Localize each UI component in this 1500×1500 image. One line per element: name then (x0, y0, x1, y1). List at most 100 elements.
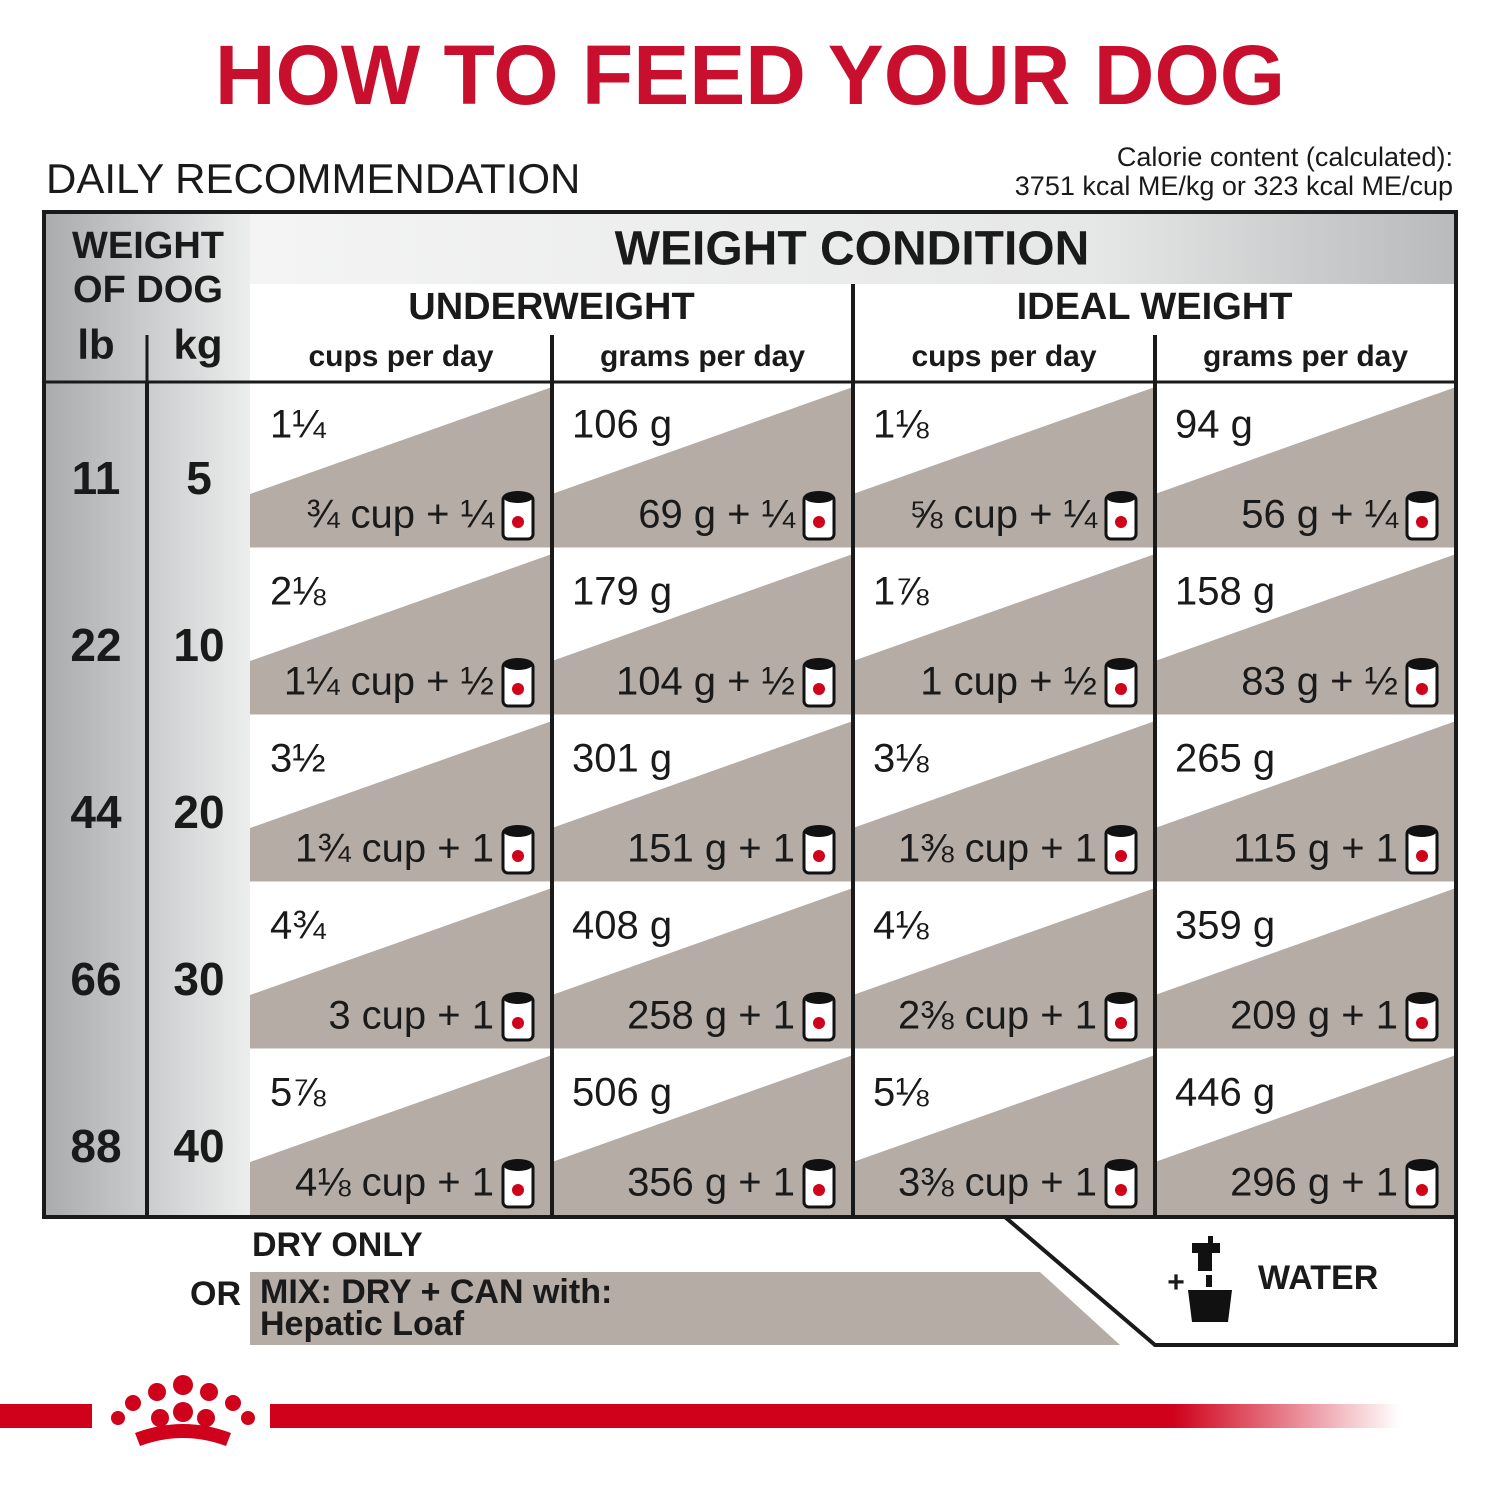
can-icon (802, 1159, 836, 1209)
can-lid (1106, 992, 1136, 1004)
can-icon (501, 658, 535, 708)
can-icon (501, 992, 535, 1042)
dry-amount: 301 g (572, 737, 672, 781)
mix-amount: 209 g + 1 (1230, 994, 1398, 1038)
kg-value: 20 (173, 786, 224, 838)
can-logo (512, 683, 524, 695)
can-logo (813, 1017, 825, 1029)
mix-amount: ⅝ cup + ¼ (909, 493, 1098, 537)
dry-amount: 94 g (1175, 403, 1253, 447)
group-header: UNDERWEIGHT (408, 286, 694, 328)
can-lid (503, 992, 533, 1004)
can-icon (802, 992, 836, 1042)
cell-shade (853, 387, 1155, 549)
can-logo (1115, 850, 1127, 862)
cell-shade (853, 888, 1155, 1050)
lb-value: 11 (72, 452, 121, 504)
dry-amount: 5⅞ (270, 1071, 326, 1115)
dry-amount: 1⅞ (873, 570, 929, 614)
can-lid (804, 491, 834, 503)
can-icon (802, 491, 836, 541)
or-label: OR (190, 1275, 241, 1313)
cell-shade (552, 888, 853, 1050)
can-lid (1407, 992, 1437, 1004)
mix-amount: ¾ cup + ¼ (306, 493, 495, 537)
cell-shade (853, 721, 1155, 883)
dry-amount: 4¾ (270, 904, 326, 948)
dry-amount: 179 g (572, 570, 672, 614)
table-border (42, 210, 1458, 1219)
brand-line (270, 1404, 1400, 1428)
kg-value: 30 (173, 953, 224, 1005)
dry-amount: 106 g (572, 403, 672, 447)
can-lid (804, 825, 834, 837)
cell-shade (552, 554, 853, 716)
column-header: grams per day (600, 340, 805, 373)
lb-value: 88 (70, 1120, 121, 1172)
can-logo (1416, 1184, 1428, 1196)
subtitle: DAILY RECOMMENDATION (46, 155, 580, 202)
title: HOW TO FEED YOUR DOG (215, 28, 1285, 122)
brand-line (0, 1404, 92, 1428)
can-icon (1405, 491, 1439, 541)
kg-value: 40 (173, 1120, 224, 1172)
weight-header: OF DOG (73, 269, 223, 311)
water-box (999, 1215, 1458, 1347)
product-name: Hepatic Loaf (260, 1305, 465, 1343)
lb-value: 22 (70, 619, 121, 671)
can-lid (1407, 658, 1437, 670)
plus: + (1167, 1266, 1185, 1299)
cell-shade (250, 1055, 552, 1217)
dry-only: DRY ONLY (252, 1226, 423, 1264)
can-logo (1115, 1017, 1127, 1029)
can-lid (1407, 491, 1437, 503)
cell-shade (1155, 387, 1456, 549)
mix-amount: 2⅜ cup + 1 (898, 994, 1097, 1038)
can-icon (501, 1159, 535, 1209)
can-logo (512, 850, 524, 862)
mix-amount: 83 g + ½ (1241, 660, 1398, 704)
cell-shade (552, 387, 853, 549)
dry-amount: 5⅛ (873, 1071, 929, 1115)
cell-shade (552, 1055, 853, 1217)
cell-shade (250, 387, 552, 549)
mix-amount: 56 g + ¼ (1241, 493, 1398, 537)
cell-shade (853, 1055, 1155, 1217)
mix-amount: 1¼ cup + ½ (284, 660, 494, 704)
cell-shade (250, 554, 552, 716)
mix-band (250, 1272, 1120, 1345)
mix-amount: 3⅜ cup + 1 (898, 1161, 1097, 1205)
can-icon (1104, 658, 1138, 708)
can-logo (1115, 683, 1127, 695)
calorie-line: 3751 kcal ME/kg or 323 kcal ME/cup (1015, 171, 1453, 201)
column-header: grams per day (1203, 340, 1408, 373)
column-header: cups per day (911, 340, 1096, 373)
mix-amount: 151 g + 1 (627, 827, 795, 871)
can-icon (1104, 825, 1138, 875)
calorie-line: Calorie content (calculated): (1117, 142, 1453, 172)
water-label: WATER (1258, 1259, 1378, 1297)
kg-header: kg (173, 321, 222, 368)
can-lid (503, 1159, 533, 1171)
lb-value: 44 (70, 786, 122, 838)
can-lid (1407, 1159, 1437, 1171)
dry-amount: 1¼ (270, 403, 326, 447)
lb-header: lb (77, 321, 114, 368)
can-icon (1104, 992, 1138, 1042)
mix-amount: 115 g + 1 (1233, 827, 1398, 871)
kg-value: 5 (186, 452, 212, 504)
cell-shade (1155, 721, 1456, 883)
can-logo (512, 1017, 524, 1029)
column-header: cups per day (308, 340, 493, 373)
dry-amount: 158 g (1175, 570, 1275, 614)
can-logo (1416, 516, 1428, 528)
weight-header: WEIGHT (72, 225, 224, 267)
can-icon (1405, 1159, 1439, 1209)
can-logo (512, 516, 524, 528)
crown-logo (111, 1375, 255, 1446)
can-logo (1416, 1017, 1428, 1029)
mix-amount: 104 g + ½ (616, 660, 795, 704)
can-lid (1106, 1159, 1136, 1171)
can-logo (1416, 683, 1428, 695)
